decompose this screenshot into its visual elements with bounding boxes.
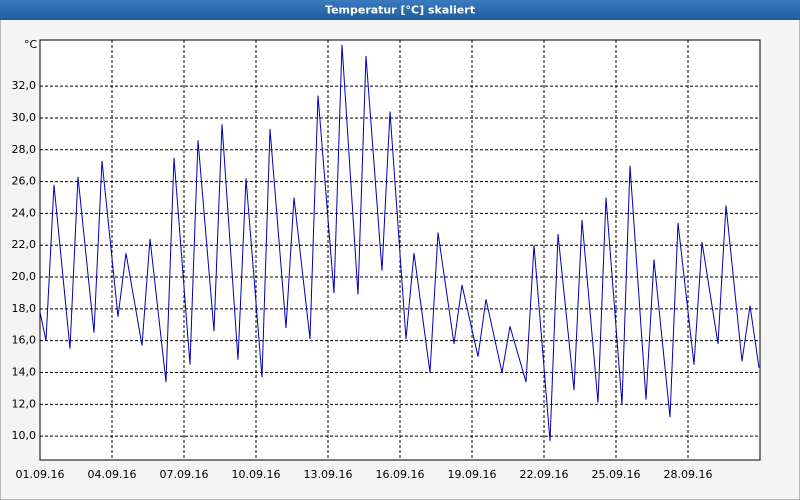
x-tick-label: 25.09.16 [592,468,641,481]
x-tick-label: 07.09.16 [160,468,209,481]
x-tick-label: 01.09.16 [16,468,65,481]
y-tick-label: 22,0 [12,238,37,251]
y-tick-label: 30,0 [12,111,37,124]
x-tick-label: 19.09.16 [448,468,497,481]
x-tick-label: 22.09.16 [520,468,569,481]
chart-title: Temperatur [°C] skaliert [325,4,475,17]
x-tick-label: 28.09.16 [664,468,713,481]
y-tick-label: 28,0 [12,143,37,156]
y-tick-label: 10,0 [12,429,37,442]
temperature-line [39,44,760,441]
y-axis-label: °C [24,38,38,51]
x-tick-label: 10.09.16 [232,468,281,481]
y-tick-label: 24,0 [12,206,37,219]
y-tick-label: 14,0 [12,366,37,379]
y-tick-label: 26,0 [12,175,37,188]
y-tick-label: 20,0 [12,270,37,283]
title-bar [0,0,800,20]
y-tick-label: 16,0 [12,334,37,347]
x-tick-label: 16.09.16 [376,468,425,481]
x-tick-label: 04.09.16 [88,468,137,481]
y-tick-label: 32,0 [12,79,37,92]
y-tick-label: 18,0 [12,302,37,315]
x-tick-label: 13.09.16 [304,468,353,481]
y-tick-label: 12,0 [12,397,37,410]
